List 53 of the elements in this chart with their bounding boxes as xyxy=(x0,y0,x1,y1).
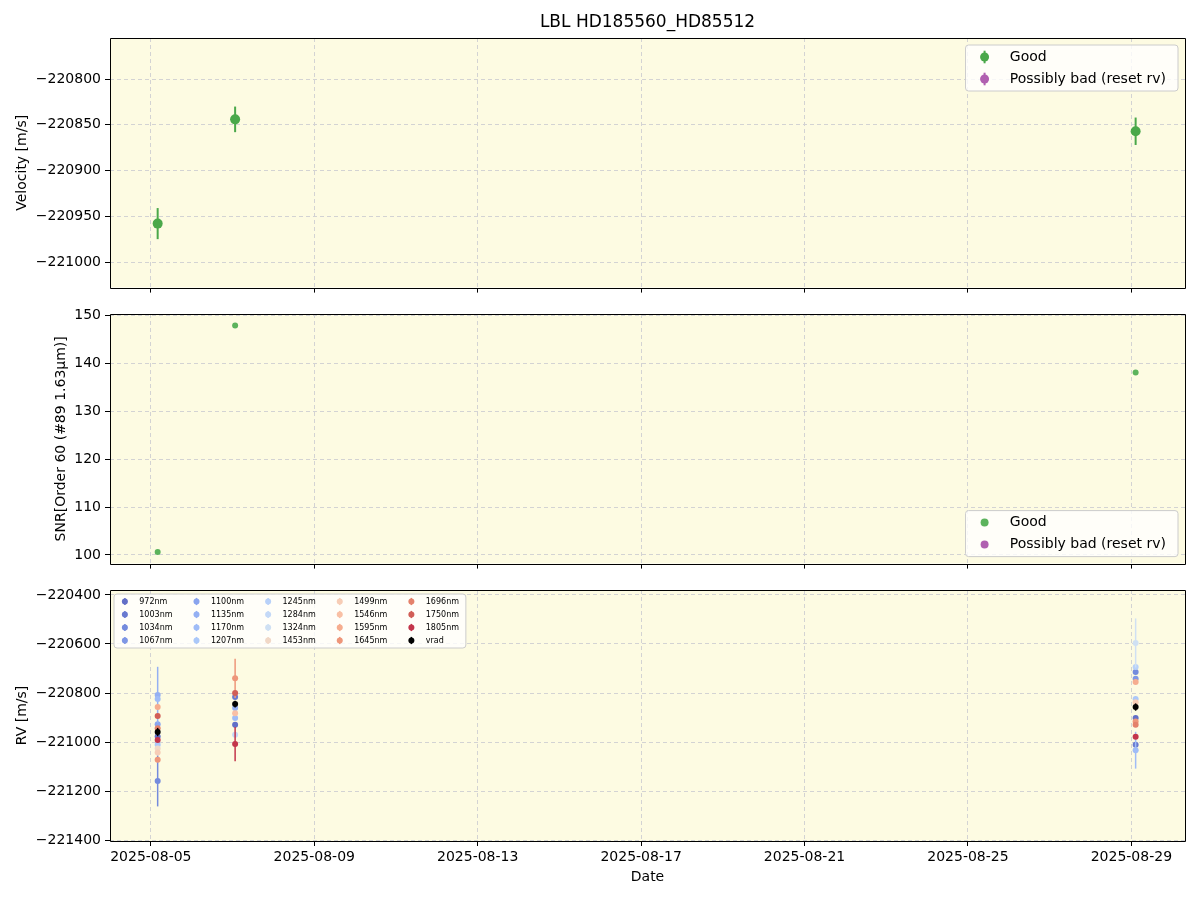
y-tick-label: 120 xyxy=(74,449,101,466)
legend-label: 1696nm xyxy=(425,596,460,606)
y-tick-label: −220800 xyxy=(35,683,101,700)
legend-label: 1135nm xyxy=(210,609,245,619)
x-tick-label: 2025-08-05 xyxy=(110,848,192,865)
legend-label: 1207nm xyxy=(210,635,245,645)
x-tick-label: 2025-08-09 xyxy=(273,848,355,865)
y-tick-label: −220850 xyxy=(35,115,101,132)
y-tick-label: −220600 xyxy=(35,634,101,651)
legend-label: Good xyxy=(1009,513,1047,530)
y-axis-title: RV [m/s] xyxy=(13,685,30,746)
y-tick-label: −220950 xyxy=(35,206,101,223)
legend-label: Good xyxy=(1009,47,1047,64)
y-tick-label: −221400 xyxy=(35,830,101,847)
x-tick-label: 2025-08-25 xyxy=(927,848,1009,865)
legend-label: 1067nm xyxy=(139,635,173,645)
y-tick-label: −221000 xyxy=(35,732,101,749)
legend-label: 1546nm xyxy=(354,609,388,619)
chart-title: LBL HD185560_HD85512 xyxy=(539,11,756,33)
legend-label: 1750nm xyxy=(425,609,460,619)
y-tick-label: −220800 xyxy=(35,69,101,86)
y-tick-label: 130 xyxy=(74,401,101,418)
y-tick-label: 150 xyxy=(74,306,101,323)
legend-label: 1034nm xyxy=(139,622,173,632)
x-tick-label: 2025-08-29 xyxy=(1090,848,1173,865)
legend-label: 1453nm xyxy=(282,635,316,645)
legend-label: 1003nm xyxy=(139,609,173,619)
legend-label: Possibly bad (reset rv) xyxy=(1009,535,1166,552)
x-tick-label: 2025-08-13 xyxy=(437,848,519,865)
y-tick-label: −221200 xyxy=(35,781,101,798)
x-tick-label: 2025-08-17 xyxy=(600,848,682,865)
legend-label: Possibly bad (reset rv) xyxy=(1009,69,1166,86)
legend-label: 1499nm xyxy=(354,596,388,606)
legend-label: 1284nm xyxy=(282,609,316,619)
y-tick-label: 110 xyxy=(74,497,101,514)
x-axis-title: Date xyxy=(630,867,665,884)
y-tick-label: −220400 xyxy=(35,585,101,602)
y-axis-title: SNR[Order 60 (#89 1.63μm)] xyxy=(51,336,68,542)
legend-label: 1100nm xyxy=(210,596,245,606)
legend-label: 972nm xyxy=(139,596,168,606)
y-tick-label: −220900 xyxy=(35,161,101,178)
y-axis-title: Velocity [m/s] xyxy=(13,114,30,211)
legend-label: 1324nm xyxy=(282,622,316,632)
y-tick-label: 140 xyxy=(74,353,101,370)
y-tick-label: 100 xyxy=(74,545,101,562)
y-tick-label: −221000 xyxy=(35,252,101,269)
legend-label: vrad xyxy=(425,635,444,645)
legend-label: 1170nm xyxy=(210,622,245,632)
legend-label: 1805nm xyxy=(425,622,460,632)
legend-label: 1645nm xyxy=(354,635,388,645)
x-tick-label: 2025-08-21 xyxy=(763,848,846,865)
legend-label: 1245nm xyxy=(282,596,316,606)
legend-label: 1595nm xyxy=(354,622,388,632)
